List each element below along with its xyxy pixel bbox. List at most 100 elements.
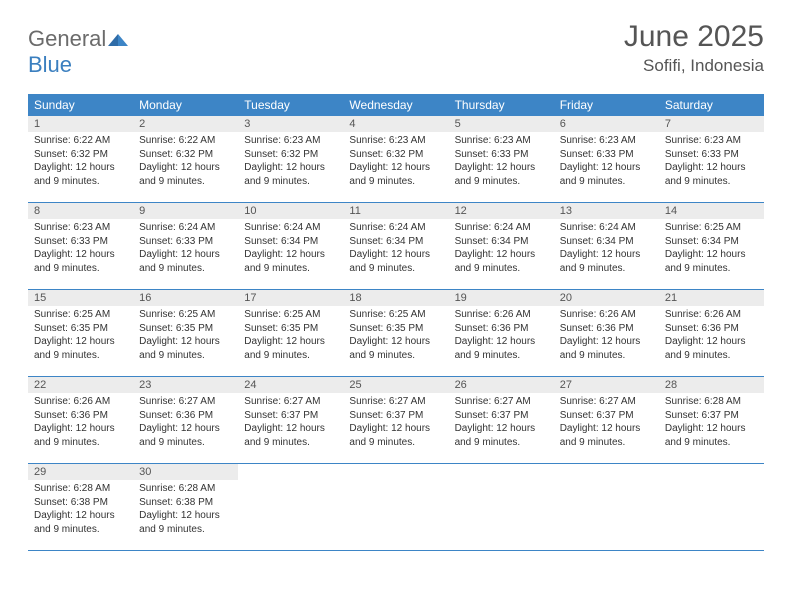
day-data: Sunrise: 6:26 AMSunset: 6:36 PMDaylight:… [554, 308, 659, 362]
day-cell: 13 Sunrise: 6:24 AMSunset: 6:34 PMDayligh… [554, 203, 659, 289]
day-data: Sunrise: 6:27 AMSunset: 6:37 PMDaylight:… [554, 395, 659, 449]
weekday-header: Sunday Monday Tuesday Wednesday Thursday… [28, 94, 764, 116]
day-number: 11 [343, 203, 448, 219]
day-data: Sunrise: 6:24 AMSunset: 6:34 PMDaylight:… [554, 221, 659, 275]
day-ss: Sunset: 6:33 PM [34, 235, 127, 249]
day-cell: 3Sunrise: 6:23 AMSunset: 6:32 PMDaylight… [238, 116, 343, 202]
day-cell: 16Sunrise: 6:25 AMSunset: 6:35 PMDayligh… [133, 290, 238, 376]
day-number: 2 [133, 116, 238, 132]
day-cell [238, 464, 343, 550]
day-number: 15 [28, 290, 133, 306]
day-data: Sunrise: 6:23 AMSunset: 6:32 PMDaylight:… [343, 134, 448, 188]
day-data: Sunrise: 6:24 AMSunset: 6:34 PMDaylight:… [449, 221, 554, 275]
day-d2: and 9 minutes. [34, 175, 127, 189]
header: General Blue June 2025 Sofifi, Indonesia [28, 20, 764, 78]
day-sr: Sunrise: 6:27 AM [139, 395, 232, 409]
day-sr: Sunrise: 6:22 AM [139, 134, 232, 148]
day-data: Sunrise: 6:26 AMSunset: 6:36 PMDaylight:… [28, 395, 133, 449]
day-number: 24 [238, 377, 343, 393]
day-cell [659, 464, 764, 550]
day-data: Sunrise: 6:23 AMSunset: 6:33 PMDaylight:… [449, 134, 554, 188]
day-number: 3 [238, 116, 343, 132]
day-d2: and 9 minutes. [139, 436, 232, 450]
day-cell: 15Sunrise: 6:25 AMSunset: 6:35 PMDayligh… [28, 290, 133, 376]
day-number: 20 [554, 290, 659, 306]
location: Sofifi, Indonesia [624, 56, 764, 76]
day-d1: Daylight: 12 hours [139, 161, 232, 175]
week-row: 29Sunrise: 6:28 AMSunset: 6:38 PMDayligh… [28, 464, 764, 551]
day-number: 26 [449, 377, 554, 393]
day-ss: Sunset: 6:35 PM [349, 322, 442, 336]
day-sr: Sunrise: 6:24 AM [560, 221, 653, 235]
day-ss: Sunset: 6:34 PM [244, 235, 337, 249]
week-row: 8Sunrise: 6:23 AMSunset: 6:33 PMDaylight… [28, 203, 764, 290]
day-number: 30 [133, 464, 238, 480]
day-sr: Sunrise: 6:26 AM [560, 308, 653, 322]
day-number: 29 [28, 464, 133, 480]
day-cell: 26Sunrise: 6:27 AMSunset: 6:37 PMDayligh… [449, 377, 554, 463]
day-sr: Sunrise: 6:24 AM [455, 221, 548, 235]
day-d1: Daylight: 12 hours [349, 335, 442, 349]
day-d1: Daylight: 12 hours [139, 248, 232, 262]
day-d2: and 9 minutes. [560, 262, 653, 276]
day-cell: 11 Sunrise: 6:24 AMSunset: 6:34 PMDayligh… [343, 203, 448, 289]
day-cell: 21Sunrise: 6:26 AMSunset: 6:36 PMDayligh… [659, 290, 764, 376]
day-data: Sunrise: 6:23 AMSunset: 6:33 PMDaylight:… [554, 134, 659, 188]
day-d1: Daylight: 12 hours [139, 509, 232, 523]
day-sr: Sunrise: 6:23 AM [455, 134, 548, 148]
day-d1: Daylight: 12 hours [244, 248, 337, 262]
day-ss: Sunset: 6:36 PM [139, 409, 232, 423]
day-data: Sunrise: 6:27 AMSunset: 6:36 PMDaylight:… [133, 395, 238, 449]
weekday-fri: Friday [554, 94, 659, 116]
weekday-sun: Sunday [28, 94, 133, 116]
day-cell: 23Sunrise: 6:27 AMSunset: 6:36 PMDayligh… [133, 377, 238, 463]
day-ss: Sunset: 6:32 PM [349, 148, 442, 162]
day-d1: Daylight: 12 hours [455, 248, 548, 262]
day-ss: Sunset: 6:32 PM [34, 148, 127, 162]
day-data: Sunrise: 6:22 AMSunset: 6:32 PMDaylight:… [133, 134, 238, 188]
logo-word2: Blue [28, 52, 72, 77]
day-cell: 28Sunrise: 6:28 AMSunset: 6:37 PMDayligh… [659, 377, 764, 463]
day-d1: Daylight: 12 hours [139, 335, 232, 349]
day-ss: Sunset: 6:37 PM [244, 409, 337, 423]
day-number: 5 [449, 116, 554, 132]
day-sr: Sunrise: 6:22 AM [34, 134, 127, 148]
day-d1: Daylight: 12 hours [34, 248, 127, 262]
day-number: 10 [238, 203, 343, 219]
day-d2: and 9 minutes. [349, 349, 442, 363]
day-sr: Sunrise: 6:25 AM [139, 308, 232, 322]
day-d2: and 9 minutes. [349, 436, 442, 450]
day-d2: and 9 minutes. [244, 436, 337, 450]
day-d1: Daylight: 12 hours [560, 335, 653, 349]
day-d2: and 9 minutes. [244, 349, 337, 363]
day-data: Sunrise: 6:26 AMSunset: 6:36 PMDaylight:… [659, 308, 764, 362]
day-cell: 8Sunrise: 6:23 AMSunset: 6:33 PMDaylight… [28, 203, 133, 289]
day-sr: Sunrise: 6:23 AM [665, 134, 758, 148]
day-data: Sunrise: 6:22 AMSunset: 6:32 PMDaylight:… [28, 134, 133, 188]
day-data: Sunrise: 6:24 AMSunset: 6:34 PMDaylight:… [343, 221, 448, 275]
day-number: 13 [554, 203, 659, 219]
day-ss: Sunset: 6:37 PM [665, 409, 758, 423]
day-number: 7 [659, 116, 764, 132]
day-number: 14 [659, 203, 764, 219]
day-sr: Sunrise: 6:27 AM [244, 395, 337, 409]
day-ss: Sunset: 6:33 PM [665, 148, 758, 162]
day-number: 17 [238, 290, 343, 306]
day-number: 22 [28, 377, 133, 393]
day-d2: and 9 minutes. [139, 349, 232, 363]
day-data: Sunrise: 6:24 AMSunset: 6:34 PMDaylight:… [238, 221, 343, 275]
day-number: 4 [343, 116, 448, 132]
day-d2: and 9 minutes. [665, 262, 758, 276]
day-cell: 19Sunrise: 6:26 AMSunset: 6:36 PMDayligh… [449, 290, 554, 376]
day-d1: Daylight: 12 hours [665, 422, 758, 436]
day-sr: Sunrise: 6:26 AM [455, 308, 548, 322]
day-sr: Sunrise: 6:25 AM [665, 221, 758, 235]
day-d2: and 9 minutes. [139, 523, 232, 537]
day-d2: and 9 minutes. [665, 349, 758, 363]
day-sr: Sunrise: 6:23 AM [560, 134, 653, 148]
day-d2: and 9 minutes. [349, 175, 442, 189]
day-sr: Sunrise: 6:28 AM [34, 482, 127, 496]
day-d2: and 9 minutes. [455, 262, 548, 276]
weekday-thu: Thursday [449, 94, 554, 116]
day-number: 12 [449, 203, 554, 219]
